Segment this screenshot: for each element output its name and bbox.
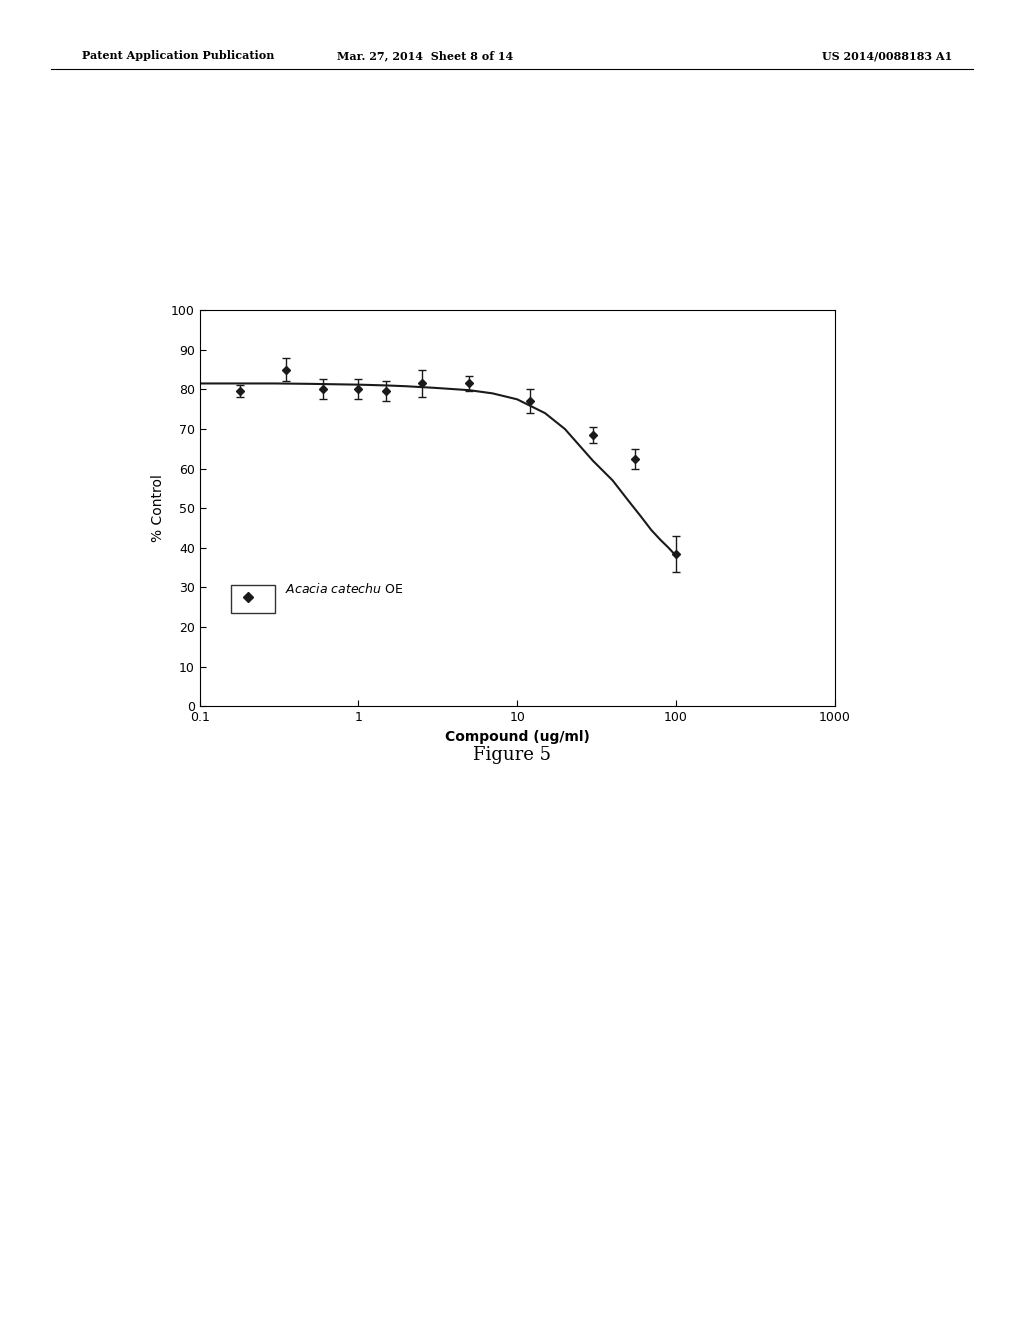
Text: US 2014/0088183 A1: US 2014/0088183 A1 <box>822 50 952 61</box>
Text: Figure 5: Figure 5 <box>473 746 551 764</box>
Text: Mar. 27, 2014  Sheet 8 of 14: Mar. 27, 2014 Sheet 8 of 14 <box>337 50 513 61</box>
Y-axis label: % Control: % Control <box>152 474 166 543</box>
Text: $\mathit{Acacia\ catechu}$ OE: $\mathit{Acacia\ catechu}$ OE <box>286 582 403 597</box>
Legend:  <box>231 585 275 612</box>
X-axis label: Compound (ug/ml): Compound (ug/ml) <box>444 730 590 743</box>
Text: Patent Application Publication: Patent Application Publication <box>82 50 274 61</box>
